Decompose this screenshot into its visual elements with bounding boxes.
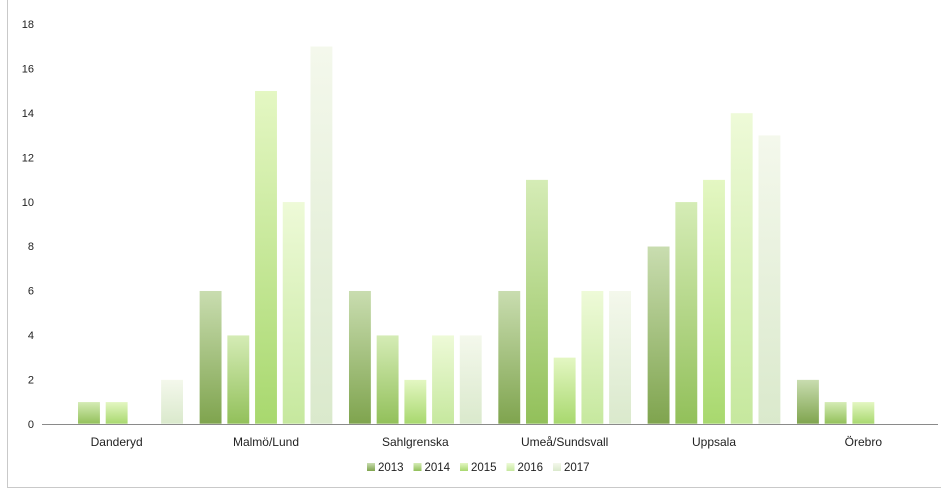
bar-2013: [497, 290, 521, 425]
bar-2014: [674, 201, 698, 425]
y-tick-label: 10: [22, 197, 34, 209]
x-category-label: Danderyd: [91, 435, 143, 449]
x-category-label: Uppsala: [692, 435, 736, 449]
y-tick-label: 16: [22, 63, 34, 75]
bar-2016: [282, 201, 306, 425]
bar-2013: [199, 290, 223, 425]
bar-2017: [160, 379, 184, 425]
legend-swatch-2015: [460, 463, 468, 471]
bar-2015: [403, 379, 427, 425]
legend: 2013 2014 2015 2016 2017: [367, 462, 590, 474]
bar-2017: [757, 134, 781, 425]
bar-2017: [309, 45, 333, 425]
legend-swatch-2014: [413, 463, 422, 471]
y-tick-label: 18: [22, 19, 34, 31]
y-axis: 0 2 4 6 8 10 12 14 16 18: [22, 19, 34, 431]
chart-frame: [7, 0, 941, 488]
y-tick-label: 14: [22, 108, 34, 120]
y-tick-label: 8: [28, 241, 34, 253]
bar-2015: [851, 401, 875, 425]
legend-label: 2016: [518, 462, 544, 474]
bar-2016: [730, 112, 754, 425]
bar-2014: [376, 334, 400, 425]
legend-swatch-2016: [506, 463, 515, 471]
bars: [77, 45, 875, 425]
y-tick-label: 2: [28, 375, 34, 387]
legend-label: 2013: [378, 462, 404, 474]
bar-2014: [226, 334, 250, 425]
bar-2015: [105, 401, 129, 425]
bar-2016: [431, 334, 455, 425]
x-category-label: Malmö/Lund: [233, 435, 299, 449]
bar-2017: [459, 334, 483, 425]
y-tick-label: 0: [28, 419, 34, 431]
x-category-label: Sahlgrenska: [382, 435, 449, 449]
bar-2014: [77, 401, 101, 425]
x-category-label: Örebro: [845, 435, 883, 449]
legend-swatch-2017: [553, 463, 561, 471]
bar-2014: [824, 401, 848, 425]
legend-label: 2015: [471, 462, 497, 474]
bar-2015: [254, 90, 278, 425]
bar-2016: [580, 290, 604, 425]
y-tick-label: 12: [22, 152, 34, 164]
x-axis: Danderyd Malmö/Lund Sahlgrenska Umeå/Sundsv…: [42, 424, 938, 449]
bar-2013: [647, 245, 671, 425]
legend-swatch-2013: [367, 463, 375, 471]
legend-label: 2017: [564, 462, 590, 474]
bar-2015: [553, 357, 577, 425]
bar-2015: [702, 179, 726, 425]
x-category-label: Umeå/Sundsvall: [521, 435, 608, 449]
bar-2013: [796, 379, 820, 425]
y-tick-label: 6: [28, 286, 34, 298]
bar-2013: [348, 290, 372, 425]
bar-2014: [525, 179, 549, 425]
y-tick-label: 4: [28, 330, 34, 342]
bar-2017: [608, 290, 632, 425]
legend-label: 2014: [425, 462, 451, 474]
